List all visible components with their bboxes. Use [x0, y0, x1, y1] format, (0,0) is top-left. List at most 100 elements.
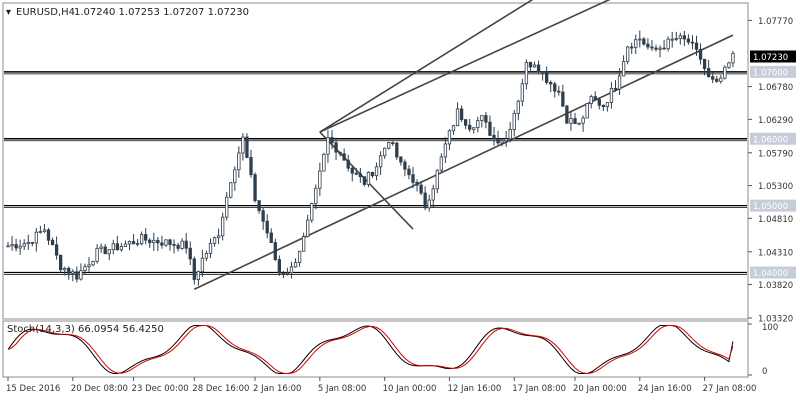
candle-body	[395, 142, 399, 158]
candle-body	[435, 169, 439, 190]
y-tick-label: 1.07770	[758, 17, 793, 27]
candle-body	[682, 35, 687, 40]
candle-body	[229, 182, 233, 198]
candle-body	[577, 122, 581, 125]
candle-body	[107, 249, 111, 255]
x-tick-label: 15 Dec 2016	[6, 384, 60, 394]
candle-body	[156, 239, 160, 244]
pitchfork-upper-trend[interactable]	[319, 0, 656, 133]
candle-body	[144, 234, 148, 241]
y-tick-label: 1.05790	[758, 149, 793, 159]
candle-body	[237, 152, 241, 171]
candle-body	[674, 38, 678, 40]
candle-body	[297, 250, 302, 263]
x-tick-label: 12 Jan 16:00	[447, 384, 501, 394]
candle-body	[200, 257, 205, 273]
candle-body	[589, 96, 593, 104]
candle-body	[544, 71, 549, 83]
candle-body	[706, 68, 711, 78]
candle-body	[419, 184, 423, 194]
candle-body	[557, 90, 561, 93]
candle-body	[459, 108, 464, 120]
candle-body	[496, 138, 500, 144]
y-tick-label: 1.04310	[758, 248, 793, 258]
candle-body	[431, 188, 435, 201]
candle-body	[160, 242, 164, 246]
candle-body	[188, 247, 192, 260]
candle-body	[192, 258, 196, 280]
candle-body	[30, 241, 34, 244]
chart-header-icon[interactable]: ▾	[6, 7, 11, 18]
candle-body	[463, 119, 468, 126]
candle-body	[330, 137, 334, 144]
candle-body	[484, 115, 488, 123]
stoch-level-label: 0	[762, 367, 767, 377]
candle-body	[480, 115, 484, 121]
candle-body	[593, 96, 597, 100]
x-tick-label: 27 Jan 08:00	[703, 384, 757, 394]
candle-body	[500, 140, 504, 144]
level-tag	[750, 266, 796, 279]
candle-body	[115, 243, 120, 251]
candle-body	[723, 66, 727, 79]
candle-body	[318, 170, 322, 189]
candle-body	[265, 220, 269, 234]
candle-body	[220, 216, 225, 237]
candle-body	[553, 83, 557, 92]
candle-body	[326, 137, 330, 155]
candle-body	[338, 151, 342, 155]
candle-body	[488, 121, 492, 136]
candle-body	[508, 129, 512, 140]
candle-body	[176, 244, 180, 249]
candle-body	[613, 87, 618, 90]
candle-body	[670, 38, 674, 41]
candle-body	[50, 239, 55, 246]
level-tag-label: 1.05000	[753, 202, 788, 212]
candle-body	[492, 134, 496, 140]
candle-body	[536, 64, 541, 73]
candle-body	[67, 267, 71, 274]
candle-body	[370, 171, 375, 177]
stoch-pane-frame	[2, 320, 749, 378]
candle-body	[715, 78, 719, 82]
x-tick-label: 20 Dec 08:00	[71, 384, 128, 394]
x-tick-label: 23 Dec 00:00	[132, 384, 189, 394]
candle-body	[630, 46, 634, 49]
level-tag-label: 1.07000	[753, 68, 788, 78]
candle-body	[423, 192, 427, 209]
candle-body	[152, 239, 156, 244]
candle-body	[621, 61, 626, 77]
y-tick-label: 1.03820	[758, 281, 793, 291]
candle-body	[293, 262, 298, 268]
y-tick-label: 1.05300	[758, 182, 793, 192]
candle-body	[111, 243, 115, 251]
candle-body	[694, 42, 699, 50]
candle-body	[532, 64, 537, 68]
candle-body	[135, 243, 140, 245]
candle-body	[516, 100, 520, 114]
level-tag-label: 1.06000	[753, 135, 788, 145]
candle-body	[366, 171, 371, 185]
candle-body	[439, 156, 444, 171]
x-tick-label: 24 Jan 16:00	[638, 384, 692, 394]
candle-body	[403, 161, 407, 170]
candle-body	[273, 242, 277, 261]
candle-body	[504, 138, 508, 142]
candle-body	[22, 243, 26, 247]
candle-body	[322, 153, 326, 172]
pitchfork-upper-line[interactable]	[319, 0, 535, 133]
candle-body	[638, 38, 642, 41]
candle-body	[233, 169, 237, 184]
candle-body	[184, 240, 188, 249]
candle-body	[378, 155, 383, 168]
candle-body	[427, 199, 431, 209]
candle-body	[646, 43, 650, 48]
current-price-tag	[750, 50, 796, 63]
pitchfork-handle[interactable]	[319, 131, 414, 230]
y-tick-label: 1.03320	[758, 315, 793, 325]
candle-body	[411, 174, 415, 183]
candle-body	[196, 271, 201, 280]
pitchfork-lower-line[interactable]	[193, 34, 734, 290]
